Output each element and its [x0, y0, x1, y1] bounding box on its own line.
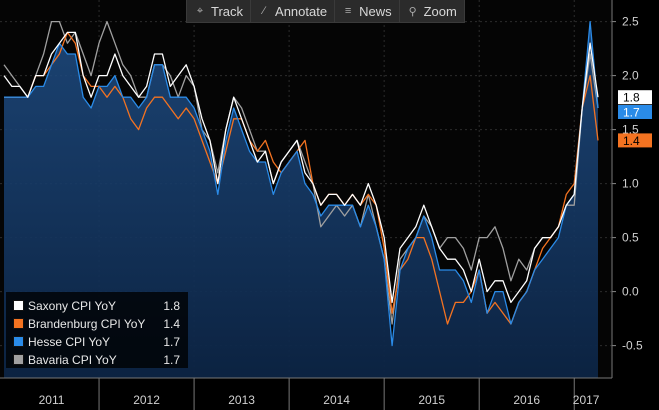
- tag-value: 1.8: [623, 91, 640, 105]
- legend-entry-brandenburg[interactable]: Brandenburg CPI YoY 1.4: [6, 316, 188, 331]
- news-icon: ≡: [344, 5, 352, 17]
- legend-swatch-saxony: [13, 300, 24, 311]
- legend-value: 1.4: [163, 316, 180, 331]
- legend-value: 1.7: [163, 334, 180, 349]
- legend-swatch-hesse: [13, 336, 24, 347]
- last-value-tags: 1.81.7 1.4: [618, 90, 652, 148]
- track-button[interactable]: ⌖ Track: [187, 0, 252, 22]
- last-value-tag-brandenburg: 1.4: [618, 133, 652, 148]
- last-value-tag-saxony: 1.8: [618, 90, 652, 105]
- pencil-icon: ∕: [263, 5, 265, 17]
- x-tick-label: 2016: [513, 393, 540, 407]
- magnifier-icon: ⚲: [408, 5, 417, 18]
- chart-legend: Saxony CPI YoY 1.8 Brandenburg CPI YoY 1…: [6, 292, 188, 368]
- tag-box: [618, 105, 652, 119]
- y-axis: -0.5 0.0 0.5 1.0 1.5 2.0 2.5: [611, 0, 643, 378]
- legend-label: Brandenburg CPI YoY: [28, 316, 146, 331]
- series-line-saxony: [3, 31, 599, 304]
- last-value-tag-hesse: 1.7: [618, 105, 652, 120]
- legend-entry-saxony[interactable]: Saxony CPI YoY 1.8: [6, 298, 188, 313]
- series-line-bavaria: [3, 20, 599, 325]
- y-tick-label: 1.0: [622, 177, 639, 191]
- track-label: Track: [211, 3, 244, 19]
- legend-value: 1.7: [163, 352, 180, 367]
- series-line-brandenburg: [4, 31, 599, 325]
- x-tick-label: 2015: [418, 393, 445, 407]
- legend-label: Saxony CPI YoY: [28, 298, 117, 313]
- y-tick-label: 0.0: [622, 285, 639, 299]
- y-tick-label: 2.0: [622, 69, 639, 83]
- crosshair-icon: ⌖: [196, 4, 204, 17]
- series-lines: [3, 20, 599, 347]
- legend-label: Bavaria CPI YoY: [28, 352, 117, 367]
- x-tick-label: 2014: [323, 393, 350, 407]
- tag-box: [618, 90, 652, 105]
- news-button[interactable]: ≡ News: [335, 0, 400, 22]
- legend-entry-bavaria[interactable]: Bavaria CPI YoY 1.7: [6, 352, 188, 367]
- y-tick-label: 2.5: [622, 15, 639, 29]
- legend-swatch-bavaria: [13, 354, 24, 365]
- y-tick-label: -0.5: [622, 339, 643, 353]
- series-line-hesse: [4, 20, 599, 347]
- legend-label: Hesse CPI YoY: [28, 334, 111, 349]
- y-tick-label: 0.5: [622, 231, 639, 245]
- news-label: News: [359, 3, 392, 19]
- zoom-label: Zoom: [423, 3, 457, 19]
- zoom-button[interactable]: ⚲ Zoom: [400, 0, 464, 22]
- x-tick-label: 2011: [39, 393, 65, 407]
- y-tick-label: 1.5: [622, 123, 639, 137]
- legend-value: 1.8: [163, 298, 180, 313]
- tag-box: [618, 133, 652, 148]
- x-tick-label: 2013: [228, 393, 255, 407]
- x-axis: 2011 2012 2013 2014 2015 2016 2017: [0, 377, 659, 410]
- x-tick-label: 2017: [573, 393, 600, 407]
- x-axis-band: [0, 378, 659, 410]
- x-tick-label: 2012: [133, 393, 160, 407]
- chart-toolbar: ⌖ Track ∕ Annotate ≡ News ⚲ Zoom: [186, 0, 465, 23]
- tag-value: 1.7: [623, 106, 640, 120]
- legend-entry-hesse[interactable]: Hesse CPI YoY 1.7: [6, 334, 188, 349]
- legend-swatch-brandenburg: [13, 318, 24, 329]
- hesse-area-fill: [4, 21, 598, 378]
- annotate-button[interactable]: ∕ Annotate: [251, 0, 336, 22]
- annotate-label: Annotate: [275, 3, 328, 19]
- tag-value: 1.4: [623, 134, 640, 148]
